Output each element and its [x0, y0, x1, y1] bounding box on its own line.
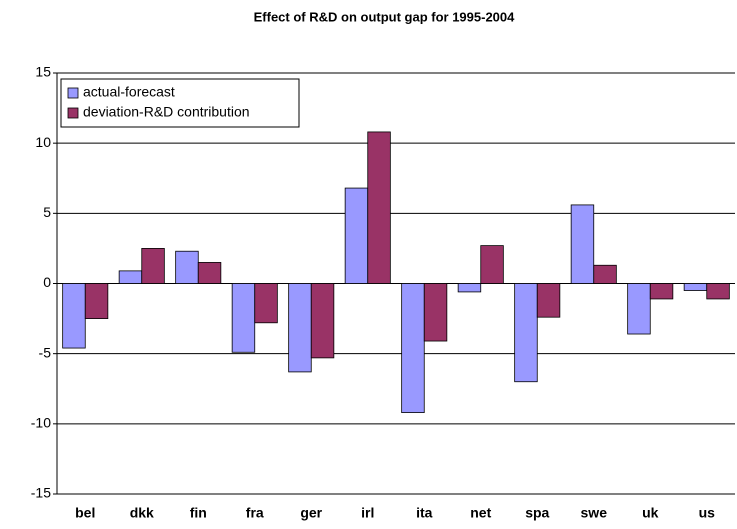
bar: [649, 283, 674, 300]
legend-box: [60, 78, 300, 128]
bar: [197, 262, 222, 284]
bar: [62, 283, 86, 349]
x-tick-label: fin: [190, 505, 207, 521]
bar: [706, 283, 730, 300]
x-tick-label: spa: [525, 505, 549, 521]
bar: [536, 283, 561, 318]
bar: [683, 283, 708, 291]
bar: [344, 187, 369, 284]
legend-swatch: [67, 87, 79, 99]
legend-swatch: [67, 107, 79, 119]
x-tick-label: irl: [361, 505, 374, 521]
bar: [457, 283, 482, 293]
bar: [401, 283, 425, 414]
bar: [141, 248, 165, 284]
bar: [514, 283, 538, 383]
x-tick-label: swe: [581, 505, 608, 521]
y-tick-label: -10: [31, 415, 51, 431]
chart-title: Effect of R&D on output gap for 1995-200…: [254, 9, 516, 24]
bar: [423, 283, 448, 342]
x-tick-label: ita: [416, 505, 433, 521]
bar: [570, 204, 595, 284]
x-tick-label: ger: [300, 505, 322, 521]
bar: [367, 131, 391, 284]
bar: [84, 283, 109, 319]
bar: [231, 283, 256, 353]
y-tick-label: -15: [31, 485, 51, 501]
y-tick-label: 10: [35, 134, 51, 150]
x-tick-label: us: [699, 505, 716, 521]
x-tick-label: net: [470, 505, 491, 521]
x-tick-label: fra: [246, 505, 264, 521]
bar: [310, 283, 335, 359]
bar: [288, 283, 312, 373]
x-tick-label: uk: [642, 505, 659, 521]
legend-label: deviation-R&D contribution: [83, 104, 250, 120]
legend-label: actual-forecast: [83, 84, 175, 100]
bar: [627, 283, 651, 335]
bar: [118, 270, 143, 284]
x-tick-label: dkk: [130, 505, 154, 521]
y-tick-label: 0: [43, 274, 51, 290]
x-tick-label: bel: [75, 505, 95, 521]
bar: [254, 283, 278, 324]
bar: [593, 264, 617, 284]
bar: [175, 250, 199, 284]
y-tick-label: 5: [43, 204, 51, 220]
bar: [480, 245, 504, 284]
y-tick-label: -5: [39, 344, 52, 360]
y-tick-label: 15: [35, 64, 51, 80]
